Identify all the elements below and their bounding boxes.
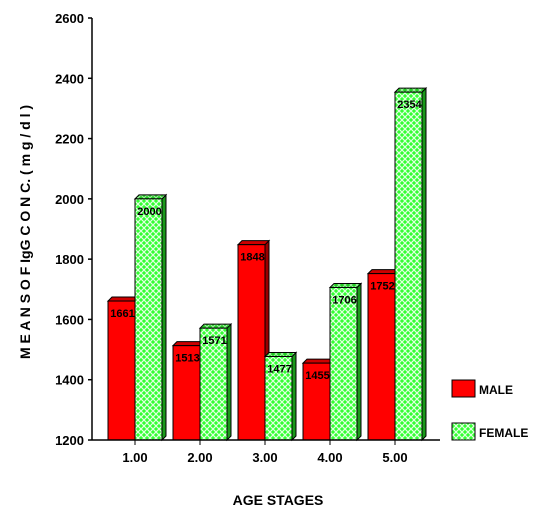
legend-item-male: MALE xyxy=(451,379,513,398)
bar-front xyxy=(134,198,163,441)
bar-side xyxy=(421,86,427,442)
data-label: 1706 xyxy=(332,294,356,306)
bar-top xyxy=(263,352,298,358)
bar-top xyxy=(106,296,141,302)
bar-side xyxy=(291,351,297,442)
bar-side xyxy=(161,193,167,442)
data-label: 1661 xyxy=(110,308,134,320)
y-tick-label: 2600 xyxy=(55,11,84,26)
y-tick-label: 1200 xyxy=(55,433,84,448)
data-label: 1571 xyxy=(202,335,226,347)
bar-front xyxy=(264,356,293,441)
bars-layer xyxy=(106,86,428,442)
y-tick-label: 2400 xyxy=(55,71,84,86)
bar-top xyxy=(328,282,363,288)
bar-front xyxy=(237,244,266,441)
data-label: 2000 xyxy=(137,206,161,218)
data-label: 1848 xyxy=(240,252,264,264)
bar-female-3.00 xyxy=(263,351,298,442)
bar-front xyxy=(107,300,136,441)
legend-swatch xyxy=(451,422,476,441)
data-label: 1455 xyxy=(305,370,329,382)
data-label: 1752 xyxy=(370,281,394,293)
y-tick-label: 2200 xyxy=(55,132,84,147)
legend-item-female: FEMALE xyxy=(451,422,528,441)
bar-top xyxy=(301,358,336,364)
data-label: 2354 xyxy=(397,99,422,111)
bar-female-1.00 xyxy=(133,193,168,442)
data-label: 1477 xyxy=(267,364,291,376)
bar-front xyxy=(367,273,396,441)
bar-male-5.00 xyxy=(366,268,401,442)
bar-male-4.00 xyxy=(301,357,336,442)
legend: MALE FEMALE xyxy=(451,379,528,441)
bar-top xyxy=(366,269,401,275)
bar-top xyxy=(171,341,206,347)
bar-front xyxy=(329,286,358,441)
x-tick-label: 5.00 xyxy=(382,450,407,465)
x-tick-label: 2.00 xyxy=(187,450,212,465)
y-tick-label: 2000 xyxy=(55,192,84,207)
x-axis-title: AGE STAGES xyxy=(233,492,324,508)
bar-front xyxy=(302,362,331,441)
y-axis-title: M E A N S O F IgG C O N C. ( m g / d l ) xyxy=(17,105,33,359)
bar-top xyxy=(198,323,233,329)
bar-top xyxy=(393,87,428,93)
legend-swatch xyxy=(451,379,476,398)
y-tick-label: 1800 xyxy=(55,252,84,267)
y-tick-label: 1600 xyxy=(55,312,84,327)
bar-front xyxy=(172,345,201,441)
legend-label: FEMALE xyxy=(479,426,528,440)
x-tick-label: 3.00 xyxy=(252,450,277,465)
bar-top xyxy=(133,194,168,200)
bar-top xyxy=(236,240,271,246)
bar-male-3.00 xyxy=(236,239,271,442)
data-label: 1513 xyxy=(175,353,199,365)
bar-female-4.00 xyxy=(328,282,363,442)
x-tick-label: 1.00 xyxy=(122,450,147,465)
bar-side xyxy=(226,322,232,442)
axis-layer: 1.00 2.00 3.00 4.00 5.00 1200 1400 1600 1800 2000… xyxy=(55,11,440,465)
bar-female-5.00 xyxy=(393,86,428,442)
bar-side xyxy=(356,282,362,442)
bar-front xyxy=(394,91,423,441)
y-tick-label: 1400 xyxy=(55,373,84,388)
legend-label: MALE xyxy=(479,383,513,397)
x-tick-label: 4.00 xyxy=(317,450,342,465)
